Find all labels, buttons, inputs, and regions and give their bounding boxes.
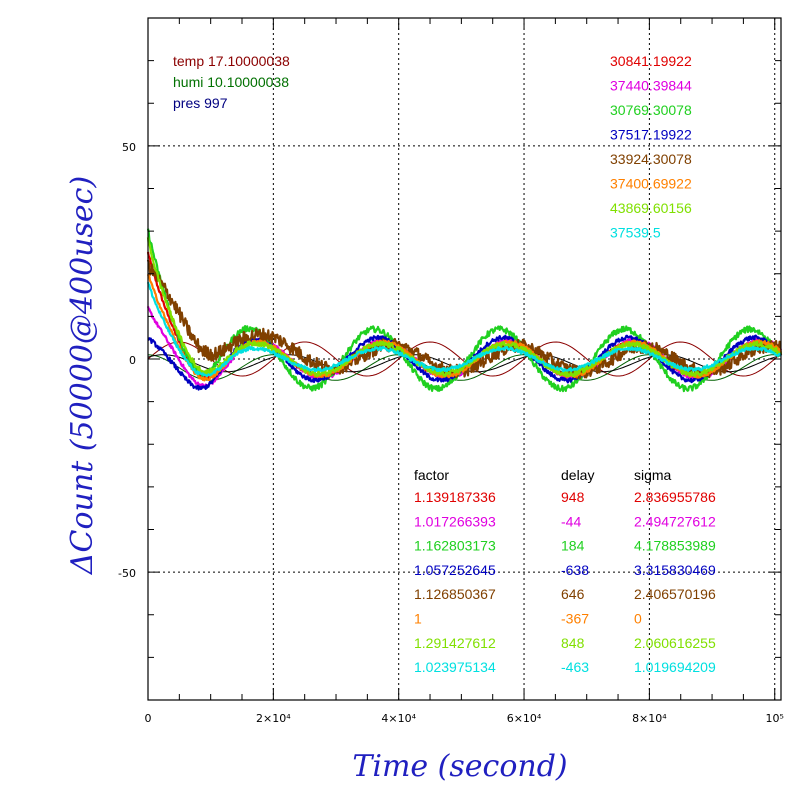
- table-cell: 2.406570196: [634, 586, 716, 602]
- table-header-cell: delay: [561, 467, 594, 483]
- table-cell: 1: [414, 611, 422, 627]
- table-cell: -44: [561, 513, 581, 529]
- table-header-cell: sigma: [634, 467, 672, 483]
- y-tick-label: 0: [129, 354, 136, 367]
- mean-count-entry: 37440.39844: [610, 78, 692, 94]
- table-cell: -367: [561, 611, 589, 627]
- table-cell: 3.315830469: [634, 562, 716, 578]
- table-cell: 1.126850367: [414, 586, 496, 602]
- table-cell: 2.494727612: [634, 513, 716, 529]
- env-legend-entry: temp 17.10000038: [173, 53, 290, 69]
- table-cell: 0: [634, 611, 642, 627]
- table-cell: 1.291427612: [414, 635, 496, 651]
- table-cell: 1.139187336: [414, 489, 496, 505]
- x-tick-label: 4×10⁴: [381, 712, 416, 725]
- mean-count-entry: 33924.30078: [610, 151, 692, 167]
- table-cell: 184: [561, 538, 585, 554]
- x-tick-label: 8×10⁴: [632, 712, 667, 725]
- mean-count-entry: 43869.60156: [610, 200, 692, 216]
- table-cell: -463: [561, 659, 589, 675]
- table-cell: 1.023975134: [414, 659, 496, 675]
- x-axis-title: Time (second): [352, 749, 567, 784]
- env-legend-entry: pres 997: [173, 95, 228, 111]
- table-cell: 948: [561, 489, 585, 505]
- env-legend-entry: humi 10.10000038: [173, 74, 289, 90]
- table-header-cell: factor: [414, 467, 449, 483]
- table-cell: 848: [561, 635, 585, 651]
- plot-area: [146, 228, 783, 393]
- y-tick-label: -50: [118, 567, 136, 580]
- mean-count-entry: 37539.5: [610, 225, 661, 241]
- mean-count-entry: 37400.69922: [610, 176, 692, 192]
- table-cell: 1.017266393: [414, 513, 496, 529]
- table-cell: 2.060616255: [634, 635, 716, 651]
- table-cell: 646: [561, 586, 585, 602]
- axis-ticks: [147, 17, 781, 701]
- x-tick-label: 2×10⁴: [256, 712, 291, 725]
- tick-labels: 0 2×10⁴ 4×10⁴ 6×10⁴ 8×10⁴ 10⁵ -50 0 50: [118, 141, 784, 725]
- table-cell: 4.178853989: [634, 538, 716, 554]
- mean-counts-legend: 30841.19922 37440.39844 30769.30078 37517.1…: [610, 53, 692, 241]
- y-axis-title: ΔCount (50000@400usec): [65, 176, 100, 575]
- table-cell: 1.019694209: [634, 659, 716, 675]
- table-cell: 1.162803173: [414, 538, 496, 554]
- table-cell: 2.836955786: [634, 489, 716, 505]
- mean-count-entry: 30841.19922: [610, 53, 692, 69]
- mean-count-entry: 37517.19922: [610, 127, 692, 143]
- table-cell: -638: [561, 562, 589, 578]
- data-series-line: [146, 281, 782, 378]
- y-tick-label: 50: [122, 141, 136, 154]
- x-tick-label: 10⁵: [766, 712, 784, 725]
- data-series-line: [146, 237, 783, 378]
- x-tick-label: 6×10⁴: [507, 712, 542, 725]
- mean-count-entry: 30769.30078: [610, 102, 692, 118]
- env-legend: temp 17.10000038 humi 10.10000038 pres 997: [173, 53, 290, 111]
- calibration-table: factor delay sigma 1.139187336 948 2.83695578…: [414, 467, 716, 675]
- table-cell: 1.057252645: [414, 562, 496, 578]
- data-series-line: [146, 259, 783, 380]
- x-tick-label: 0: [145, 712, 152, 725]
